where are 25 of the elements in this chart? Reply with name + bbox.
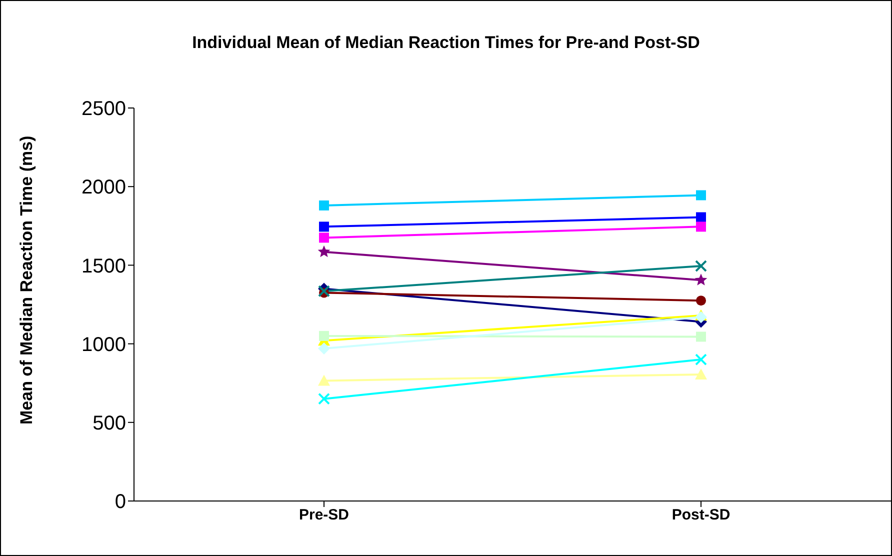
point xyxy=(319,232,329,243)
point xyxy=(318,245,330,258)
point xyxy=(318,392,330,405)
point xyxy=(319,200,329,210)
y-tick-label: 2500 xyxy=(82,98,126,120)
point xyxy=(319,222,329,232)
y-tick-label: 1000 xyxy=(82,334,126,356)
y-tick-label: 2000 xyxy=(82,176,126,199)
point xyxy=(318,342,330,355)
chart-title: Individual Mean of Median Reaction Times for Pre-and Post-SD xyxy=(191,33,701,53)
y-tick-label: 500 xyxy=(92,412,126,434)
point xyxy=(696,332,706,342)
point xyxy=(695,260,707,272)
x-tick-label: Post-SD xyxy=(672,506,730,524)
point xyxy=(696,222,706,232)
y-tick-label: 0 xyxy=(114,491,126,514)
point xyxy=(695,354,707,366)
y-tick-label: 1500 xyxy=(82,255,126,278)
point xyxy=(694,274,708,286)
point xyxy=(696,296,706,306)
x-tick-label: Pre-SD xyxy=(298,506,350,524)
point xyxy=(696,212,706,222)
y-axis-title: Mean of Median Reaction Time (ms) xyxy=(17,136,36,424)
point xyxy=(696,190,706,200)
point xyxy=(318,285,330,298)
